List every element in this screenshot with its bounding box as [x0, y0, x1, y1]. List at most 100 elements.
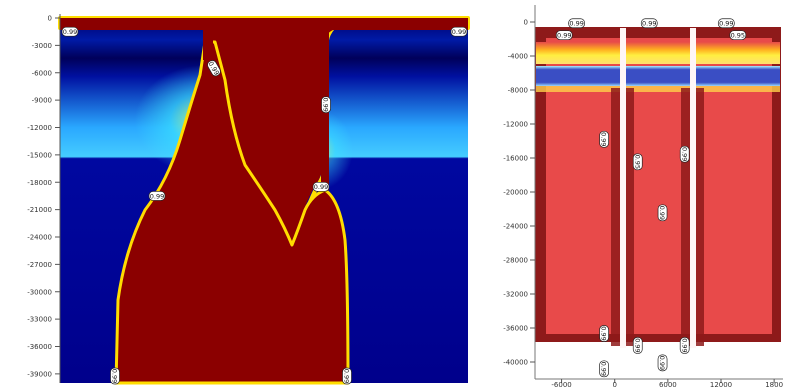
right-blue-band — [536, 66, 780, 86]
left-contour-label: 0.99 — [321, 96, 331, 114]
right-contour-label-box — [555, 30, 573, 41]
left-contour-label-text: 0.99 — [452, 28, 466, 36]
right-contour-label-text: 0.99 — [719, 20, 733, 28]
right-x-tick-group: -6000 0 6000 12000 1800 — [551, 379, 783, 387]
right-contour-label-text: 0.99 — [557, 32, 571, 40]
left-y-tick-label: -36000 — [27, 343, 52, 351]
right-x-tick-label: 6000 — [659, 381, 677, 387]
left-contour-label-box — [450, 26, 468, 37]
right-contour-label-box — [729, 30, 747, 41]
left-contour-label-group: 0.99 0.990.990.990.990.990.99 0.99 — [61, 26, 468, 385]
right-contour-label-text: 0.95 — [731, 32, 745, 40]
right-contour-label-text: 0.99 — [600, 326, 608, 340]
left-contour-label-box — [110, 367, 120, 385]
left-contour-label-box — [321, 96, 331, 114]
left-contour-label-text: 0.99 — [111, 369, 119, 383]
right-contour-label-text: 0.99 — [658, 356, 666, 370]
right-wall-right-shadow — [681, 88, 690, 346]
left-contour-label-box — [61, 26, 79, 37]
right-contour-label-text: 0.99 — [680, 338, 688, 352]
left-contour-label-text: 0.99 — [343, 369, 351, 383]
right-contour-label-box — [717, 18, 735, 29]
right-wall-left-shadow-2 — [626, 88, 634, 346]
left-y-tick-label: -27000 — [27, 261, 52, 269]
right-y-tick-label: -12000 — [503, 121, 528, 129]
right-y-tick-label: -28000 — [503, 257, 528, 265]
right-y-tick-label: -4000 — [508, 53, 528, 61]
right-contour-label-text: 0.99 — [680, 147, 688, 161]
left-y-tick-label: -21000 — [27, 206, 52, 214]
right-contour-label-group: 0.99 0.99 0.99 0.99 0.95 0.95 0.99 0.99 0.99 0.99… — [555, 18, 747, 378]
left-contour-label-text: 0.99 — [150, 192, 164, 200]
right-y-tick-label: -24000 — [503, 223, 528, 231]
left-y-tick-label: -12000 — [27, 124, 52, 132]
right-contour-label-box — [679, 337, 690, 354]
right-y-tick-label: -36000 — [503, 325, 528, 333]
right-wall-left-shadow — [611, 88, 620, 346]
right-contour-label: 0.99 — [679, 145, 690, 163]
right-contour-label-box — [632, 337, 643, 354]
right-contour-label: 0.99 — [657, 354, 668, 372]
right-contour-label-text: 0.95 — [633, 155, 641, 169]
right-wall-right-shadow-2 — [696, 88, 704, 346]
left-contour-label: 0.99 — [450, 26, 468, 37]
right-x-tick-label: 1800 — [765, 381, 783, 387]
right-contour-label: 0.99 — [679, 337, 690, 354]
right-wall-right — [690, 28, 696, 348]
right-contour-label: 0.99 — [555, 30, 573, 41]
right-x-tick-label: -6000 — [551, 381, 571, 387]
right-lower-band — [536, 86, 780, 92]
right-y-tick-label: -40000 — [503, 359, 528, 367]
right-contour-label-text: 0.99 — [600, 362, 608, 376]
left-contour-label-text: 0.99 — [314, 183, 328, 191]
left-y-tick-label: 0 — [48, 15, 52, 23]
left-y-tick-label: -18000 — [27, 179, 52, 187]
left-contour-label-box — [207, 60, 221, 77]
left-y-tick-label: -6000 — [32, 69, 52, 77]
right-heatmap-panel: 0 -4000 -8000 -12000 -16000 -20000 -24000 -2800… — [503, 5, 783, 387]
left-y-tick-label: -33000 — [27, 316, 52, 324]
left-contour-label: 0.99 — [61, 26, 79, 37]
left-heatmap-region-lower — [114, 40, 350, 385]
left-contour-label: 0.99 — [148, 191, 166, 201]
right-contour-label-box — [679, 145, 690, 163]
left-y-tick-label: -30000 — [27, 288, 52, 296]
right-y-tick-label: -32000 — [503, 291, 528, 299]
right-contour-label-box — [657, 204, 668, 222]
right-contour-label: 0.99 — [632, 337, 643, 354]
right-contour-label-box — [599, 130, 609, 148]
right-y-tick-label: -8000 — [508, 87, 528, 95]
left-heatmap-region — [60, 18, 468, 244]
right-y-tick-label: 0 — [524, 19, 528, 27]
right-contour-label-text: 0.99 — [569, 20, 583, 28]
left-contour-label-box — [148, 191, 166, 201]
right-y-tick-group: 0 -4000 -8000 -12000 -16000 -20000 -24000 -2800… — [503, 19, 535, 367]
left-heatmap-channel-2 — [203, 30, 213, 60]
right-wall-left — [620, 28, 626, 348]
right-contour-label: 0.99 — [599, 325, 609, 342]
left-y-tick-label: -39000 — [27, 370, 52, 378]
left-contour-label: 0.99 — [342, 367, 352, 385]
right-contour-label-box — [632, 153, 643, 171]
right-yellow-band — [536, 42, 780, 64]
left-contour-label-box — [312, 181, 330, 192]
right-contour-label-box — [640, 18, 658, 29]
right-contour-label: 0.99 — [640, 18, 658, 29]
right-contour-label: 0.99 — [717, 18, 735, 29]
left-contour-label-text: 0.99 — [63, 28, 77, 36]
right-contour-label: 0.99 — [568, 18, 585, 29]
right-contour-label: 0.99 — [599, 360, 609, 378]
left-heatmap-panel: 0 -3000 -6000 -9000 -12000 -15000 -18000 -21000… — [27, 14, 470, 385]
right-contour-label: 0.99 — [599, 130, 609, 148]
right-contour-label-box — [599, 325, 609, 342]
right-contour-label-box — [657, 354, 668, 372]
right-contour-label: 0.95 — [729, 30, 747, 41]
right-y-tick-label: -20000 — [503, 189, 528, 197]
right-contour-label: 0.99 — [657, 204, 668, 222]
right-contour-label: 0.95 — [632, 153, 643, 171]
left-y-tick-label: -15000 — [27, 151, 52, 159]
right-contour-label-box — [568, 18, 585, 29]
right-contour-label-text: 0.99 — [642, 20, 656, 28]
right-contour-label-text: 0.99 — [633, 338, 641, 352]
